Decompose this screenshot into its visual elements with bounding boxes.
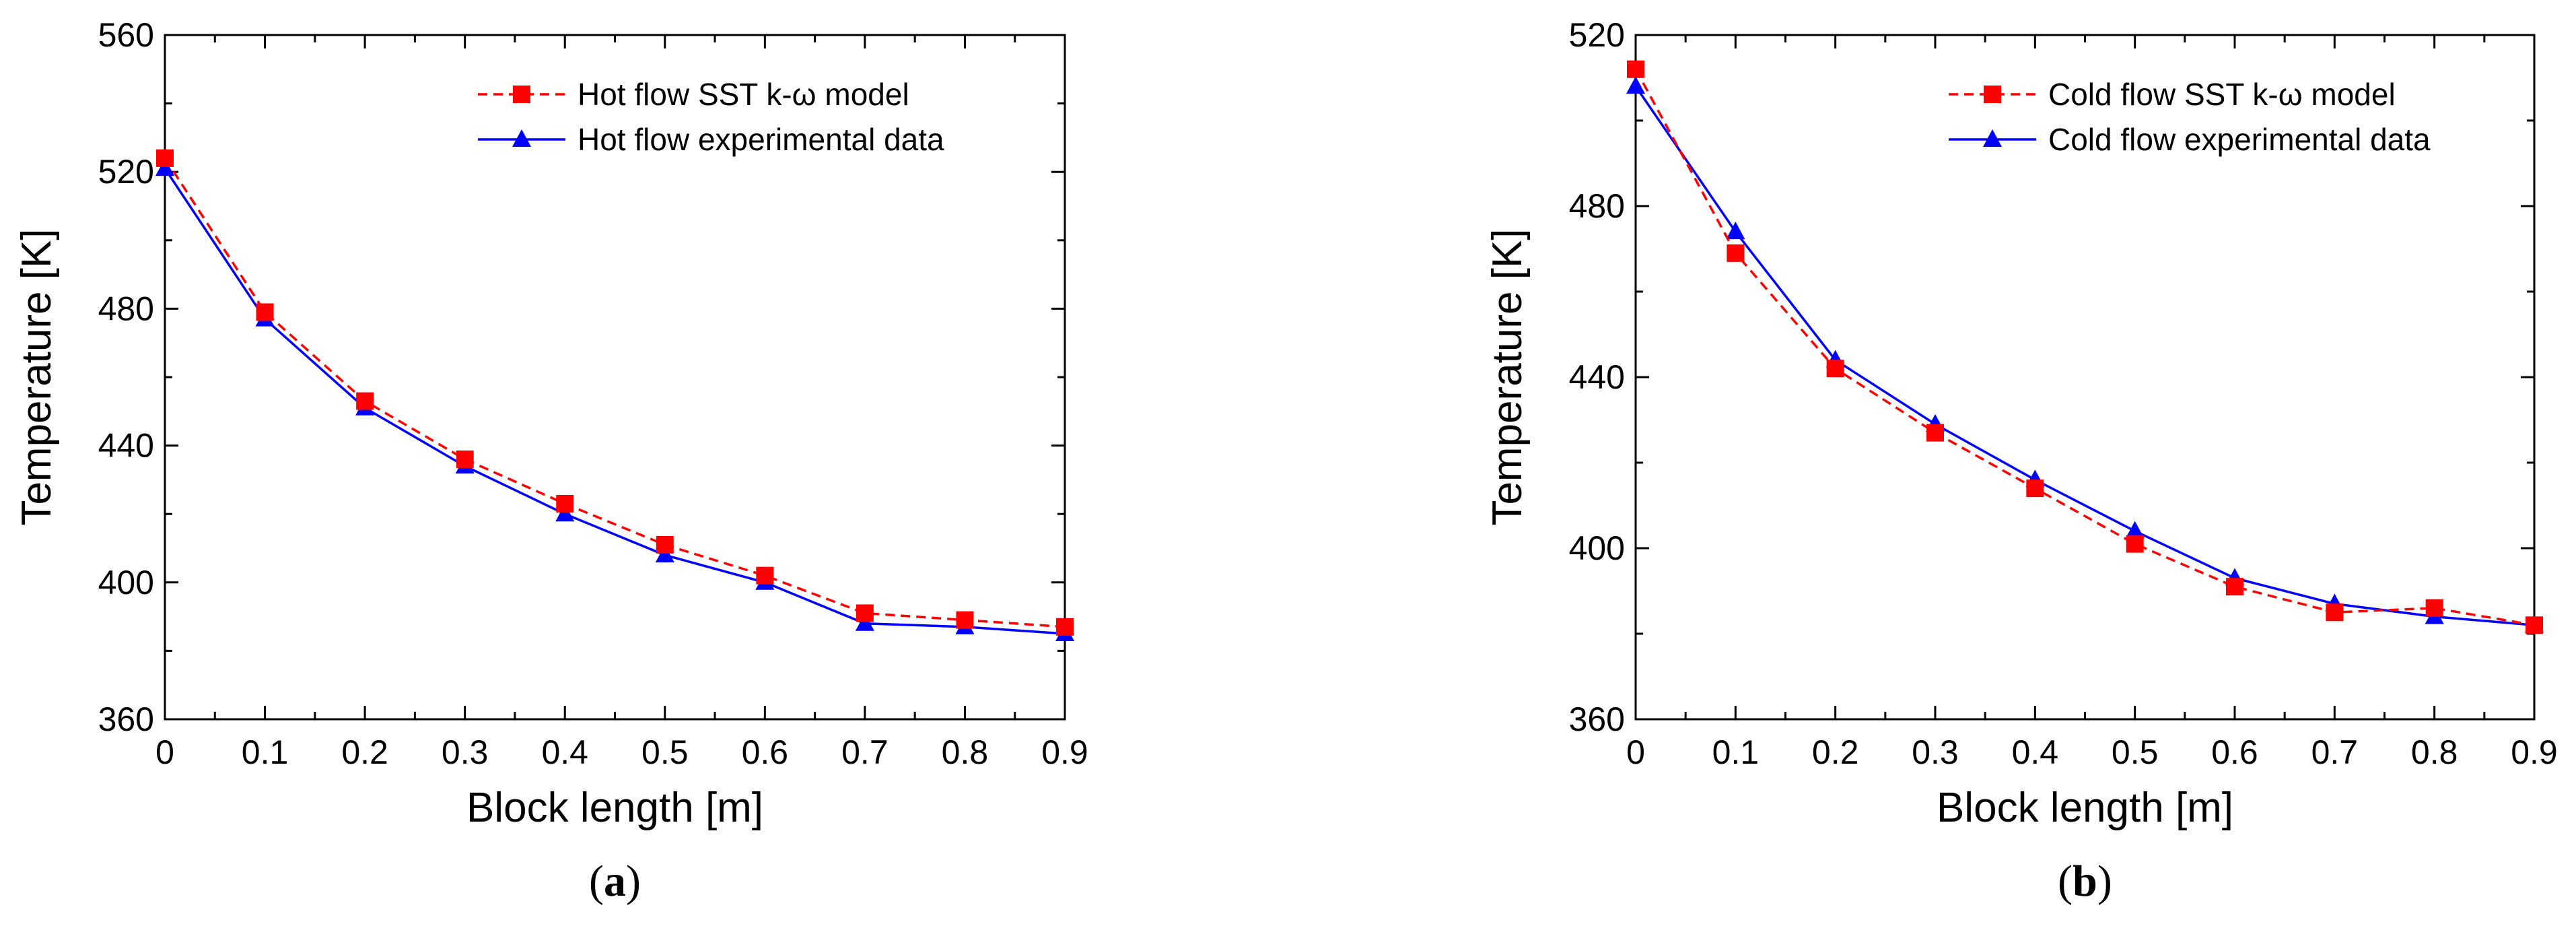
series-model [1627, 60, 2543, 634]
data-point-square [856, 604, 874, 622]
data-point-square [2526, 616, 2543, 634]
data-point-triangle [555, 504, 575, 522]
legend-label: Cold flow experimental data [2048, 122, 2431, 157]
data-point-square [756, 566, 774, 585]
y-tick-label: 360 [1569, 700, 1625, 738]
y-tick-label: 480 [1569, 187, 1625, 225]
data-point-square [2026, 479, 2044, 498]
x-tick-label: 0.9 [1041, 733, 1088, 771]
series-line [164, 157, 1066, 628]
y-tick-label: 400 [1569, 529, 1625, 567]
data-point-triangle [2125, 521, 2145, 539]
data-point-square [256, 303, 274, 321]
x-tick-label: 0.1 [242, 733, 289, 771]
chart-panel-b: 0 0.1 0.2 0.3 0.4 0.5 0.6 0.7 0.8 0.9 360 400 440 480… [1484, 16, 2558, 906]
x-tick-label: 0.5 [2112, 733, 2159, 771]
x-tick-label: 0.7 [841, 733, 889, 771]
x-tick-label: 0.3 [1912, 733, 1959, 771]
chart-panel-a: 0 0.1 0.2 0.3 0.4 0.5 0.6 0.7 0.8 0.9 360 400 440 480… [13, 16, 1088, 906]
x-tick-label: 0.8 [942, 733, 989, 771]
x-tick-label: 0.6 [742, 733, 789, 771]
data-point-square [1727, 244, 1745, 262]
legend-marker-triangle [1983, 129, 2002, 147]
data-point-triangle [1726, 222, 1745, 240]
data-point-square [1826, 360, 1844, 378]
x-tick-label: 0.4 [2012, 733, 2059, 771]
legend-marker-square [1984, 86, 2001, 103]
y-tick-label: 560 [98, 16, 154, 54]
legend-label: Cold flow SST k-ω model [2048, 77, 2396, 112]
legend-label: Hot flow experimental data [578, 122, 944, 157]
legend-marker-square [513, 86, 530, 103]
series-model [156, 149, 1074, 636]
series-line [164, 168, 1066, 635]
x-tick-label: 0.9 [2511, 733, 2558, 771]
data-point-square [156, 149, 174, 167]
x-tick-label: 0.3 [442, 733, 489, 771]
data-point-square [1627, 60, 1644, 78]
legend-label: Hot flow SST k-ω model [578, 77, 909, 112]
x-tick-label: 0 [1626, 733, 1645, 771]
y-tick-label: 440 [1569, 358, 1625, 396]
x-tick-label: 0.1 [1712, 733, 1760, 771]
data-point-triangle [1626, 76, 1645, 94]
y-axis-title: Temperature [K] [13, 228, 60, 525]
data-point-triangle [655, 545, 674, 563]
y-axis-title: Temperature [K] [1484, 228, 1531, 525]
legend: Cold flow SST k-ω model Cold flow experim… [1949, 77, 2431, 157]
data-point-triangle [855, 613, 874, 631]
data-point-square [1926, 424, 1944, 442]
x-tick-label: 0.2 [341, 733, 388, 771]
y-tick-label: 480 [98, 290, 154, 327]
data-point-triangle [155, 158, 174, 176]
data-point-square [2126, 535, 2144, 553]
data-point-square [2326, 603, 2344, 622]
data-point-square [1056, 618, 1074, 636]
y-tick-label: 440 [98, 427, 154, 465]
panel-label: (a) [589, 857, 641, 906]
y-tick-label: 360 [98, 700, 154, 738]
data-point-square [2425, 599, 2443, 617]
data-point-square [2226, 578, 2243, 596]
panel-label: (b) [2058, 857, 2112, 906]
x-axis-title: Block length [m] [466, 785, 763, 831]
x-tick-label: 0 [155, 733, 174, 771]
x-tick-label: 0.8 [2411, 733, 2458, 771]
data-point-square [356, 392, 374, 410]
series-experimental [155, 158, 1074, 641]
x-axis-title: Block length [m] [1937, 785, 2233, 831]
data-point-square [956, 611, 974, 629]
series-line [1634, 68, 2535, 627]
series-experimental [1626, 76, 2544, 633]
y-tick-label: 520 [98, 153, 154, 191]
legend-marker-triangle [512, 129, 531, 147]
x-tick-label: 0.7 [2311, 733, 2359, 771]
series-line [1634, 86, 2535, 627]
data-point-square [656, 535, 674, 554]
x-tick-label: 0.2 [1812, 733, 1859, 771]
y-tick-label: 520 [1569, 16, 1625, 54]
x-tick-label: 0.4 [541, 733, 588, 771]
data-point-square [456, 450, 474, 468]
data-point-square [556, 494, 574, 512]
x-tick-label: 0.6 [2211, 733, 2258, 771]
y-tick-label: 400 [98, 564, 154, 601]
x-tick-label: 0.5 [641, 733, 689, 771]
legend: Hot flow SST k-ω model Hot flow experimen… [478, 77, 944, 157]
